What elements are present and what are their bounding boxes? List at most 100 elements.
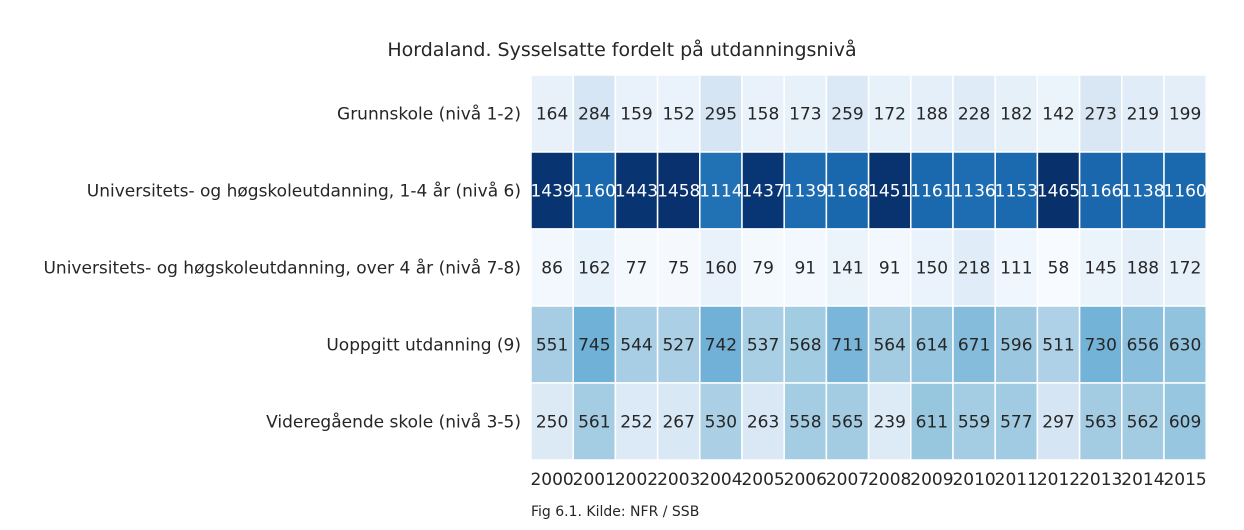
cell-value-label: 614 <box>916 336 948 356</box>
heatmap-cell <box>910 382 954 461</box>
cell-value-label: 568 <box>789 336 821 356</box>
heatmap-cell <box>572 305 617 384</box>
cell-value-label: 537 <box>747 336 779 356</box>
cell-value-label: 1437 <box>741 182 784 202</box>
cell-value-label: 564 <box>873 336 905 356</box>
heatmap-cell <box>952 305 996 384</box>
cell-value-label: 150 <box>916 259 948 279</box>
cell-value-label: 711 <box>831 336 863 356</box>
cell-value-label: 219 <box>1127 105 1159 125</box>
heatmap-cell <box>994 382 1039 461</box>
heatmap-cell <box>699 305 743 384</box>
cell-value-label: 551 <box>536 336 568 356</box>
column-label: 2001 <box>573 470 616 490</box>
cell-value-label: 159 <box>620 105 652 125</box>
cell-value-label: 1439 <box>530 182 573 202</box>
heatmap-cell <box>1121 382 1165 461</box>
heatmap-cell <box>1078 382 1123 461</box>
cell-value-label: 730 <box>1084 336 1116 356</box>
heatmap-cell <box>530 151 574 230</box>
cell-value-label: 152 <box>662 105 694 125</box>
cell-value-label: 1114 <box>699 182 742 202</box>
cell-value-label: 559 <box>958 413 990 433</box>
heatmap-cell <box>614 151 659 230</box>
cell-value-label: 1168 <box>826 182 869 202</box>
heatmap-cell <box>656 151 701 230</box>
cell-value-label: 671 <box>958 336 990 356</box>
cell-value-label: 1139 <box>784 182 827 202</box>
cell-value-label: 1465 <box>1037 182 1080 202</box>
cell-value-label: 228 <box>958 105 990 125</box>
chart-title: Hordaland. Sysselsatte fordelt på utdann… <box>387 38 856 61</box>
cell-value-label: 86 <box>541 259 563 279</box>
heatmap-cell <box>741 151 785 230</box>
column-label: 2010 <box>952 470 995 490</box>
cell-value-label: 1160 <box>1163 182 1206 202</box>
heatmap-cell <box>572 74 617 153</box>
cell-value-label: 562 <box>1127 413 1159 433</box>
heatmap-cell <box>530 74 574 153</box>
heatmap-cell <box>530 305 574 384</box>
cell-value-label: 263 <box>747 413 779 433</box>
cell-value-label: 267 <box>662 413 694 433</box>
cell-value-label: 1443 <box>615 182 658 202</box>
cell-value-label: 297 <box>1042 413 1074 433</box>
cell-value-label: 252 <box>620 413 652 433</box>
heatmap-cell <box>1036 305 1081 384</box>
heatmap-cell <box>994 151 1039 230</box>
cell-value-label: 91 <box>879 259 901 279</box>
heatmap-cells: 164 284 159 152 295 158 173 259 172 188 228 182 142 2… <box>530 74 1207 461</box>
column-label: 2009 <box>910 470 953 490</box>
cell-value-label: 141 <box>831 259 863 279</box>
heatmap-cell <box>1078 228 1123 307</box>
cell-value-label: 173 <box>789 105 821 125</box>
row-label: Uoppgitt utdanning (9) <box>326 336 521 356</box>
heatmap-cell <box>699 228 743 307</box>
cell-value-label: 164 <box>536 105 568 125</box>
cell-value-label: 656 <box>1127 336 1159 356</box>
cell-value-label: 182 <box>1000 105 1032 125</box>
heatmap-cell <box>783 151 828 230</box>
heatmap-cell <box>1163 228 1207 307</box>
column-label: 2012 <box>1037 470 1080 490</box>
heatmap-cell <box>1121 228 1165 307</box>
cell-value-label: 561 <box>578 413 610 433</box>
cell-value-label: 530 <box>705 413 737 433</box>
cell-value-label: 259 <box>831 105 863 125</box>
cell-value-label: 563 <box>1084 413 1116 433</box>
cell-value-label: 611 <box>916 413 948 433</box>
cell-value-label: 79 <box>752 259 774 279</box>
cell-value-label: 1153 <box>995 182 1038 202</box>
cell-value-label: 145 <box>1084 259 1116 279</box>
column-label: 2014 <box>1121 470 1164 490</box>
column-label: 2013 <box>1079 470 1122 490</box>
column-labels: 2000200120022003200420052006200720082009… <box>530 470 1206 490</box>
cell-value-label: 527 <box>662 336 694 356</box>
heatmap-cell <box>825 382 870 461</box>
heatmap-cell <box>825 305 870 384</box>
heatmap-cell <box>656 228 701 307</box>
cell-value-label: 630 <box>1169 336 1201 356</box>
chart-caption: Fig 6.1. Kilde: NFR / SSB <box>531 504 699 520</box>
cell-value-label: 250 <box>536 413 568 433</box>
cell-value-label: 1161 <box>910 182 953 202</box>
heatmap-cell <box>699 382 743 461</box>
cell-value-label: 511 <box>1042 336 1074 356</box>
heatmap-cell <box>614 305 659 384</box>
heatmap-cell <box>1121 151 1165 230</box>
heatmap-cell <box>1036 228 1081 307</box>
cell-value-label: 188 <box>916 105 948 125</box>
heatmap-cell <box>1078 74 1123 153</box>
cell-value-label: 1160 <box>573 182 616 202</box>
row-label: Universitets- og høgskoleutdanning, 1-4 … <box>87 181 521 202</box>
cell-value-label: 75 <box>668 259 690 279</box>
cell-value-label: 1136 <box>952 182 995 202</box>
cell-value-label: 1451 <box>868 182 911 202</box>
heatmap-cell <box>994 74 1039 153</box>
column-label: 2006 <box>784 470 827 490</box>
column-label: 2004 <box>699 470 742 490</box>
cell-value-label: 1458 <box>657 182 700 202</box>
cell-value-label: 742 <box>705 336 737 356</box>
heatmap-cell <box>867 382 912 461</box>
